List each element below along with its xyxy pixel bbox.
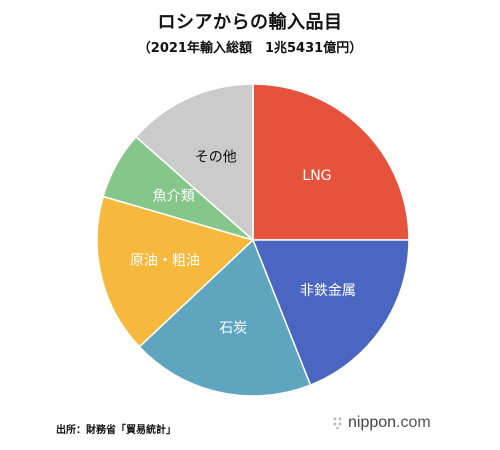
pie-slice-label-3: 原油・粗油 — [130, 253, 200, 269]
brand-name: nippon — [348, 414, 397, 431]
pie-slice-0 — [252, 83, 410, 241]
pie-slice-label-4: 魚介類 — [153, 188, 195, 204]
pie-slice-label-5: その他 — [195, 150, 237, 166]
source-note: 出所：財務省「貿易統計」 — [56, 425, 176, 436]
pie-slice-label-0: LNG — [302, 168, 331, 184]
brand-domain: .com — [396, 414, 431, 431]
nippon-dots-icon — [333, 417, 342, 430]
brand-logo: nippon .com — [332, 414, 431, 432]
chart-title: ロシアからの輸入品目 — [157, 12, 343, 33]
pie-slice-1 — [251, 239, 410, 387]
pie-slice-5 — [134, 83, 254, 242]
pie-slice-label-1: 非鉄金属 — [300, 283, 356, 299]
pie-slice-3 — [96, 195, 255, 348]
pie-slice-2 — [138, 238, 312, 397]
chart-subtitle: （2021年輸入総額 1兆5431億円） — [137, 41, 363, 56]
pie-slice-label-2: 石炭 — [219, 320, 247, 336]
